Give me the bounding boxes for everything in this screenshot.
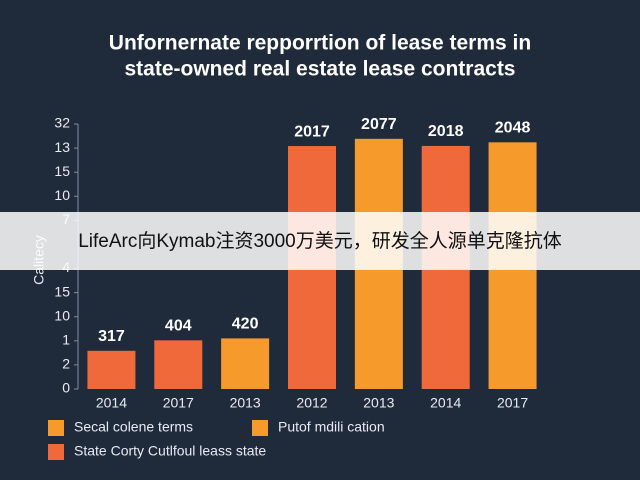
y-tick-label: 2: [62, 356, 70, 372]
legend-label: State Corty Cutlfoul leass state: [74, 443, 266, 459]
x-tick-label: 2014: [96, 395, 127, 411]
legend-label: Secal colene terms: [74, 419, 193, 435]
x-tick-label: 2013: [363, 395, 394, 411]
x-tick-label: 2012: [296, 395, 327, 411]
data-label: 404: [165, 318, 192, 335]
bar: [221, 338, 270, 389]
x-tick-label: 2014: [430, 395, 461, 411]
y-tick-label: 13: [54, 139, 70, 155]
data-label: 2018: [428, 123, 464, 140]
bar: [87, 350, 136, 389]
y-tick-label: 10: [54, 307, 70, 323]
x-tick-label: 2013: [230, 395, 261, 411]
legend-label: Putof mdili cation: [278, 419, 385, 435]
data-label: 317: [98, 328, 125, 345]
chart-subtitle: state-owned real estate lease contracts: [124, 58, 515, 81]
legend-swatch: [252, 420, 268, 436]
legend-swatch: [48, 444, 64, 460]
data-label: 2077: [361, 116, 397, 133]
chart-title: Unfornernate repporrtion of lease terms …: [109, 32, 531, 55]
y-tick-label: 0: [62, 380, 70, 396]
bar: [154, 340, 203, 389]
y-tick-label: 1: [62, 332, 70, 348]
y-tick-label: 15: [54, 163, 70, 179]
data-label: 2048: [495, 120, 531, 137]
banner-text: LifeArc向Kymab注资3000万美元，研发全人源单克隆抗体: [78, 230, 562, 252]
data-label: 420: [232, 316, 259, 333]
x-tick-label: 2017: [497, 395, 528, 411]
legend-swatch: [48, 420, 64, 436]
y-tick-label: 15: [54, 283, 70, 299]
y-tick-label: 32: [54, 115, 70, 131]
data-label: 2017: [294, 123, 330, 140]
x-tick-label: 2017: [163, 395, 194, 411]
banner-bg: [0, 212, 640, 270]
y-tick-label: 10: [54, 187, 70, 203]
